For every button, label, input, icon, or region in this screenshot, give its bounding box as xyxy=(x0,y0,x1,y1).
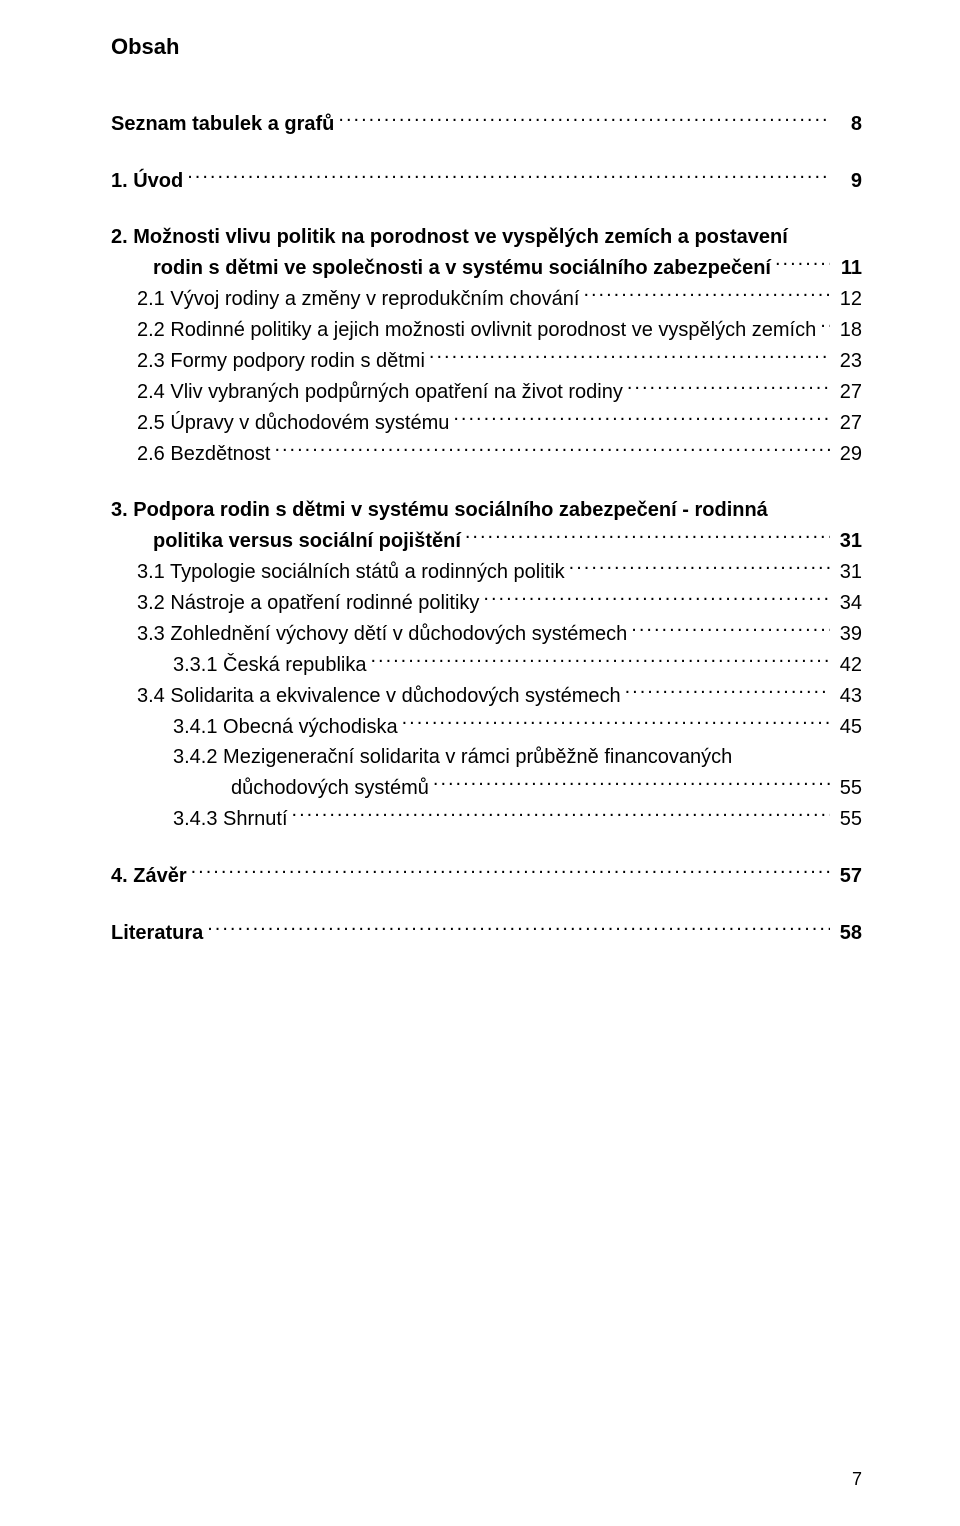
toc-leader xyxy=(483,587,830,609)
toc-leader xyxy=(465,525,830,547)
toc-row: 3.4.3 Shrnutí 55 xyxy=(111,803,862,834)
toc-row: 3.4 Solidarita a ekvivalence v důchodový… xyxy=(111,680,862,711)
toc-row: 2.1 Vývoj rodiny a změny v reprodukčním … xyxy=(111,283,862,314)
toc-row-continuation: politika versus sociální pojištění 31 xyxy=(111,525,862,556)
toc-leader xyxy=(429,345,830,367)
toc-label: 3.3.1 Česká republika xyxy=(173,650,366,680)
toc-page-number: 29 xyxy=(834,439,862,469)
toc-row-continuation: důchodových systémů 55 xyxy=(111,772,862,803)
toc-label: 3.3 Zohlednění výchovy dětí v důchodovýc… xyxy=(137,619,627,649)
toc-leader xyxy=(820,314,830,336)
toc-label: 3.4.2 Mezigenerační solidarita v rámci p… xyxy=(173,742,732,772)
toc-row: 3.4.1 Obecná východiska 45 xyxy=(111,711,862,742)
document-page: Obsah Seznam tabulek a grafů 8 1. Úvod 9 2. … xyxy=(0,0,960,1526)
toc-row: 3.1 Typologie sociálních států a rodinný… xyxy=(111,556,862,587)
toc-row: 2. Možnosti vlivu politik na porodnost v… xyxy=(111,222,862,252)
toc-page-number: 12 xyxy=(834,284,862,314)
toc-label: politika versus sociální pojištění xyxy=(153,526,461,556)
toc-row: 2.5 Úpravy v důchodovém systému 27 xyxy=(111,407,862,438)
toc-page-number: 31 xyxy=(834,557,862,587)
toc-page-number: 55 xyxy=(834,804,862,834)
toc-label: 1. Úvod xyxy=(111,166,183,196)
toc-leader xyxy=(292,803,830,825)
page-title: Obsah xyxy=(111,34,862,60)
toc-label: 3.4.3 Shrnutí xyxy=(173,804,288,834)
toc-row: 3.2 Nástroje a opatření rodinné politiky… xyxy=(111,587,862,618)
toc-label: 3. Podpora rodin s dětmi v systému sociá… xyxy=(111,495,768,525)
toc-label: rodin s dětmi ve společnosti a v systému… xyxy=(153,253,771,283)
toc-gap xyxy=(111,196,862,222)
toc-leader xyxy=(191,860,830,882)
toc-row: 2.3 Formy podpory rodin s dětmi 23 xyxy=(111,345,862,376)
toc-leader xyxy=(453,407,830,429)
toc-label: 3.4.1 Obecná východiska xyxy=(173,712,398,742)
toc-label: 2.2 Rodinné politiky a jejich možnosti o… xyxy=(137,315,816,345)
toc-page-number: 18 xyxy=(834,315,862,345)
toc-label: 3.1 Typologie sociálních států a rodinný… xyxy=(137,557,565,587)
toc-leader xyxy=(775,252,830,274)
toc-gap xyxy=(111,834,862,860)
toc-gap xyxy=(111,469,862,495)
toc-leader xyxy=(207,917,830,939)
toc-page-number: 31 xyxy=(834,526,862,556)
toc-page-number: 27 xyxy=(834,377,862,407)
toc-label: 3.4 Solidarita a ekvivalence v důchodový… xyxy=(137,681,621,711)
toc-page-number: 39 xyxy=(834,619,862,649)
toc-page-number: 58 xyxy=(834,918,862,948)
toc-leader xyxy=(187,165,830,187)
toc-page-number: 11 xyxy=(834,253,862,283)
toc-label: 2.5 Úpravy v důchodovém systému xyxy=(137,408,449,438)
toc-label: důchodových systémů xyxy=(231,773,429,803)
page-number-footer: 7 xyxy=(852,1469,862,1490)
toc-page-number: 42 xyxy=(834,650,862,680)
toc-leader xyxy=(627,376,830,398)
toc-label: 2.6 Bezdětnost xyxy=(137,439,270,469)
toc-row: Seznam tabulek a grafů 8 xyxy=(111,108,862,139)
toc-page-number: 55 xyxy=(834,773,862,803)
toc-row: 2.6 Bezdětnost 29 xyxy=(111,438,862,469)
toc-page-number: 43 xyxy=(834,681,862,711)
toc-leader xyxy=(370,649,830,671)
toc-page-number: 23 xyxy=(834,346,862,376)
toc-page-number: 27 xyxy=(834,408,862,438)
toc-leader xyxy=(631,618,830,640)
toc-leader xyxy=(625,680,830,702)
toc-row: 1. Úvod 9 xyxy=(111,165,862,196)
toc-row: 2.2 Rodinné politiky a jejich možnosti o… xyxy=(111,314,862,345)
toc-label: Seznam tabulek a grafů xyxy=(111,109,334,139)
toc-leader xyxy=(569,556,830,578)
toc-leader xyxy=(274,438,830,460)
toc-label: 2. Možnosti vlivu politik na porodnost v… xyxy=(111,222,788,252)
toc-leader xyxy=(402,711,830,733)
toc-row-continuation: rodin s dětmi ve společnosti a v systému… xyxy=(111,252,862,283)
toc-gap xyxy=(111,139,862,165)
table-of-contents: Seznam tabulek a grafů 8 1. Úvod 9 2. Možnos… xyxy=(111,108,862,948)
toc-label: 2.3 Formy podpory rodin s dětmi xyxy=(137,346,425,376)
toc-row: 3. Podpora rodin s dětmi v systému sociá… xyxy=(111,495,862,525)
toc-row: 4. Závěr 57 xyxy=(111,860,862,891)
toc-gap xyxy=(111,891,862,917)
toc-leader xyxy=(433,772,830,794)
toc-page-number: 9 xyxy=(834,166,862,196)
toc-row: 2.4 Vliv vybraných podpůrných opatření n… xyxy=(111,376,862,407)
toc-page-number: 45 xyxy=(834,712,862,742)
toc-page-number: 34 xyxy=(834,588,862,618)
toc-label: 2.4 Vliv vybraných podpůrných opatření n… xyxy=(137,377,623,407)
toc-leader xyxy=(583,283,830,305)
toc-label: Literatura xyxy=(111,918,203,948)
toc-row: 3.3.1 Česká republika 42 xyxy=(111,649,862,680)
toc-page-number: 8 xyxy=(834,109,862,139)
toc-leader xyxy=(338,108,830,130)
toc-page-number: 57 xyxy=(834,861,862,891)
toc-label: 3.2 Nástroje a opatření rodinné politiky xyxy=(137,588,479,618)
toc-row: Literatura 58 xyxy=(111,917,862,948)
toc-label: 4. Závěr xyxy=(111,861,187,891)
toc-row: 3.4.2 Mezigenerační solidarita v rámci p… xyxy=(111,742,862,772)
toc-label: 2.1 Vývoj rodiny a změny v reprodukčním … xyxy=(137,284,579,314)
toc-row: 3.3 Zohlednění výchovy dětí v důchodovýc… xyxy=(111,618,862,649)
